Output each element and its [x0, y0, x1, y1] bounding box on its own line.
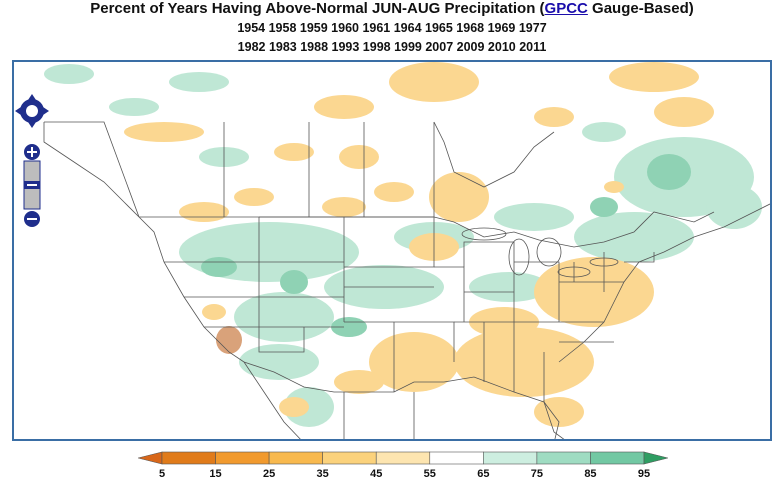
- title-suffix: Gauge-Based): [587, 0, 694, 17]
- years-line-2: 1982 1983 1988 1993 1998 1999 2007 2009 …: [237, 40, 547, 54]
- colorbar-tick-label: 85: [584, 468, 596, 480]
- colorbar-cell: [322, 451, 377, 465]
- colorbar-cell: [483, 451, 538, 465]
- borders: [43, 121, 770, 439]
- colorbar-tick-label: 45: [370, 468, 382, 480]
- colorbar-cell: [215, 451, 270, 465]
- colorbar-tick-label: 95: [638, 468, 650, 480]
- colorbar-tick-label: 55: [424, 468, 436, 480]
- very-wet-regions: [201, 154, 691, 337]
- colorbar-tick-label: 75: [531, 468, 543, 480]
- colorbar-tick-label: 35: [317, 468, 329, 480]
- colorbar-ticks: 5 15 25 35 45 55 65 75 85 95: [159, 468, 650, 480]
- years-line-1: 1954 1958 1959 1960 1961 1964 1965 1968 …: [237, 21, 547, 35]
- pan-arrows-icon[interactable]: [15, 94, 49, 128]
- colorbar-cells: [138, 451, 668, 465]
- page-title: Percent of Years Having Above-Normal JUN…: [0, 0, 784, 18]
- precip-map[interactable]: [14, 62, 772, 441]
- colorbar-over-arrow: [643, 451, 668, 465]
- colorbar-legend: 5 15 25 35 45 55 65 75 85 95: [138, 451, 668, 480]
- map-navigation: [15, 94, 49, 227]
- colorbar-cell: [536, 451, 591, 465]
- title-prefix: Percent of Years Having Above-Normal JUN…: [90, 0, 545, 17]
- colorbar-cell: [161, 451, 216, 465]
- map-panel[interactable]: [12, 60, 772, 441]
- zoom-slider[interactable]: [23, 160, 41, 210]
- colorbar-tick-label: 25: [263, 468, 275, 480]
- gpcc-link[interactable]: GPCC: [544, 0, 588, 17]
- very-dry-region: [216, 326, 242, 354]
- dry-regions: [124, 62, 714, 427]
- colorbar-tick-label: 5: [159, 468, 165, 480]
- colorbar-cell: [429, 451, 484, 465]
- colorbar-cell: [375, 451, 431, 465]
- colorbar-tick-label: 15: [209, 468, 221, 480]
- colorbar-tick-label: 65: [477, 468, 489, 480]
- zoom-in-button[interactable]: [24, 144, 40, 160]
- zoom-out-button[interactable]: [24, 211, 40, 227]
- colorbar-cell: [590, 451, 645, 465]
- colorbar-cell: [268, 451, 323, 465]
- colorbar-under-arrow: [138, 451, 163, 465]
